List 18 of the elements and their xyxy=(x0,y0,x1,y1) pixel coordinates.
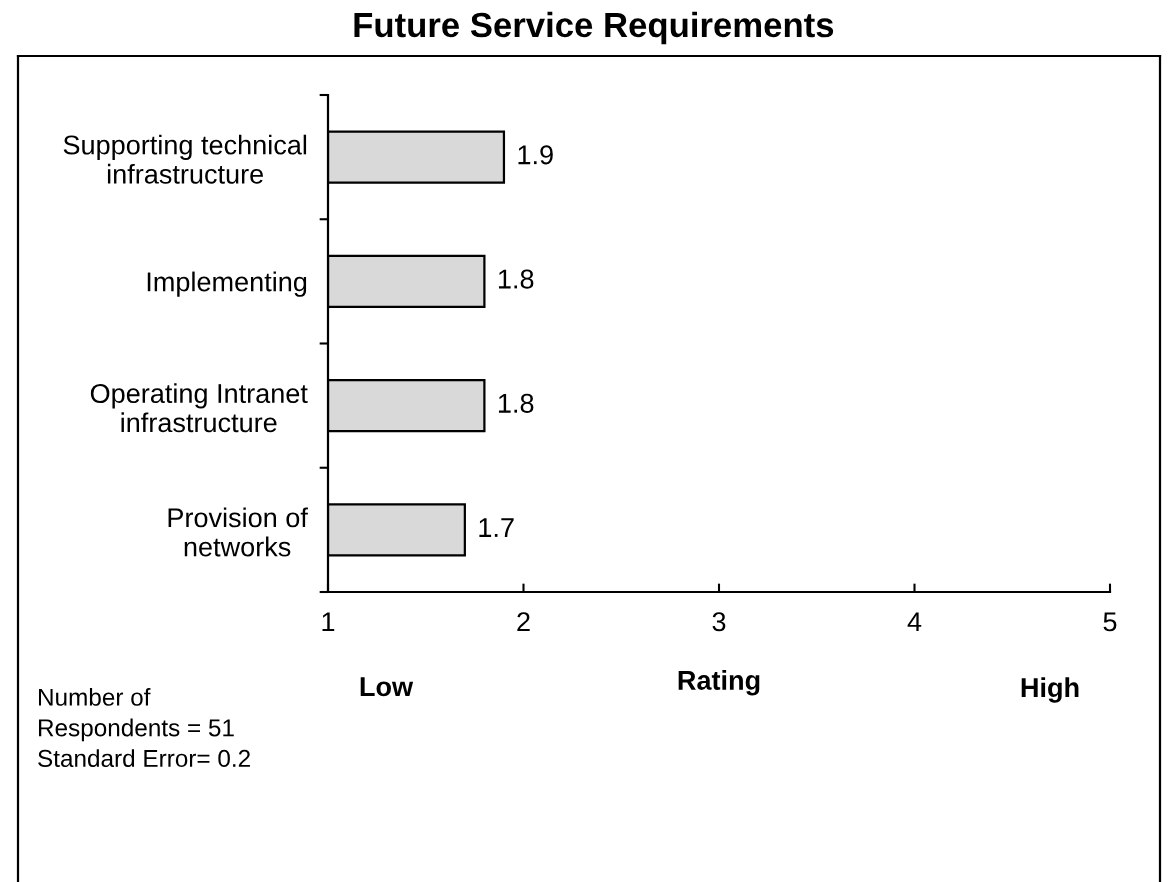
text: Low xyxy=(360,677,414,697)
data-label: 1.7 xyxy=(479,518,514,537)
y-tick-label: Provision of networks xyxy=(168,507,308,557)
chart-title: Future Service Requirements xyxy=(354,11,834,45)
x-tick-label: 1 xyxy=(322,612,335,632)
x-tick-label: 2 xyxy=(517,612,530,632)
y-tick-label: Implementing xyxy=(147,271,307,297)
x-tick-label: 5 xyxy=(1103,612,1117,632)
x-tick-label: 3 xyxy=(712,612,726,632)
data-label: 1.8 xyxy=(498,269,534,289)
y-tick-label: Operating Intranet infrastructure xyxy=(90,383,308,433)
text: High xyxy=(1021,677,1079,703)
data-label: 1.9 xyxy=(518,145,553,165)
text: Number of Respondents = 51 Standard Error= 0.2 xyxy=(38,688,250,768)
data-label: 1.8 xyxy=(498,393,534,413)
y-tick-label: Supporting technical infrastructure xyxy=(63,134,307,184)
x-axis-title: Rating xyxy=(678,670,760,696)
x-tick-label: 4 xyxy=(907,612,922,632)
